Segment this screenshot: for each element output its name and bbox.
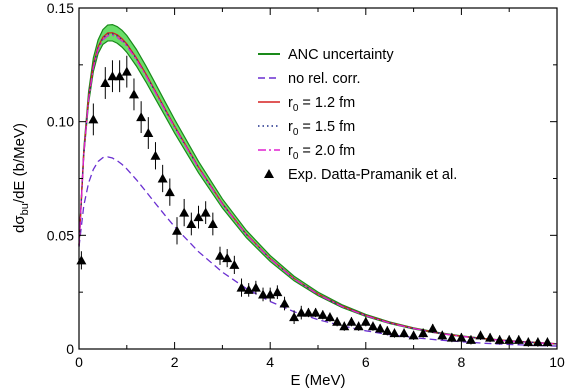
data-point	[243, 284, 254, 294]
ticks-layer	[78, 7, 558, 350]
data-point	[215, 250, 226, 260]
data-point	[427, 323, 438, 333]
data-point	[353, 321, 364, 331]
legend-label-main: r	[288, 119, 293, 135]
data-point	[475, 330, 486, 340]
data-point	[485, 332, 496, 342]
data-point	[128, 89, 139, 99]
legend-label-main: r	[288, 143, 293, 159]
data-point	[100, 78, 111, 88]
data-point	[200, 207, 211, 217]
data-point	[150, 150, 161, 160]
data-point	[157, 173, 168, 183]
y-tick-label: 0	[66, 341, 74, 357]
x-axis-title: E (MeV)	[290, 372, 345, 389]
x-tick-label: 4	[266, 354, 274, 370]
data-point	[250, 282, 261, 292]
data-point	[136, 112, 147, 122]
data-point	[324, 312, 335, 322]
y-axis-title-suffix: /dE (b/MeV)	[11, 123, 28, 203]
x-tick-label: 6	[362, 354, 370, 370]
data-point	[76, 255, 87, 265]
data-point	[542, 337, 553, 347]
data-point	[346, 316, 357, 326]
legend-label-sub: 0	[293, 151, 299, 162]
y-axis-title: dσbu/dE (b/MeV)	[11, 123, 31, 233]
legend-label-main: r	[288, 95, 293, 111]
data-point	[418, 328, 429, 338]
legend-label-no-rel-corr: no rel. corr.	[288, 71, 361, 87]
y-axis-title-sub: bu	[19, 203, 31, 215]
data-point	[229, 259, 240, 269]
legend-label-sub: 0	[293, 127, 299, 138]
legend-label-r0-1-5-fm: r0 = 1.5 fm	[288, 119, 355, 138]
data-point	[88, 114, 99, 124]
x-tick-label: 2	[171, 354, 179, 370]
data-point	[513, 334, 524, 344]
legend-label-anc-uncertainty: ANC uncertainty	[288, 47, 394, 63]
data-point	[289, 312, 300, 322]
data-point	[408, 330, 419, 340]
data-point	[258, 289, 269, 299]
data-point	[265, 289, 276, 299]
data-point	[375, 323, 386, 333]
data-point	[222, 253, 233, 263]
legend-marker-exp-datta-pramanik-et-al	[264, 169, 274, 178]
points-layer	[76, 55, 553, 347]
data-point	[279, 298, 290, 308]
series-line-no-rel-corr	[78, 156, 558, 347]
data-point	[186, 218, 197, 228]
data-point	[179, 207, 190, 217]
legend-label-r0-2-0-fm: r0 = 2.0 fm	[288, 143, 355, 162]
data-point	[171, 225, 182, 235]
data-point	[339, 321, 350, 331]
data-point	[465, 334, 476, 344]
data-point	[382, 325, 393, 335]
y-tick-label: 0.15	[47, 0, 74, 16]
data-point	[532, 337, 543, 347]
data-point	[437, 330, 448, 340]
data-point	[504, 334, 515, 344]
data-point	[332, 316, 343, 326]
data-point	[399, 328, 410, 338]
x-tick-label: 0	[75, 354, 83, 370]
data-point	[114, 71, 125, 81]
tick-labels-layer: 0 2 4 6 8 10 0 0.05 0.10 0.15	[47, 0, 565, 370]
data-point	[107, 71, 118, 81]
legend-label-rest: = 2.0 fm	[298, 143, 355, 159]
legend-label-exp-datta-pramanik-et-al: Exp. Datta-Pramanik et al.	[288, 167, 457, 183]
legend-label-rest: = 1.5 fm	[298, 119, 355, 135]
y-axis-title-prefix: dσ	[11, 215, 28, 233]
data-point	[446, 332, 457, 342]
data-point	[317, 309, 328, 319]
data-point	[303, 307, 314, 317]
legend-label-sub: 0	[293, 103, 299, 114]
data-point	[272, 287, 283, 297]
data-point	[367, 321, 378, 331]
data-point	[121, 66, 132, 76]
data-point	[143, 128, 154, 138]
data-point	[236, 282, 247, 292]
data-point	[360, 316, 371, 326]
y-tick-label: 0.05	[47, 227, 74, 243]
data-point	[310, 307, 321, 317]
legend-label-r0-1-2-fm: r0 = 1.2 fm	[288, 95, 355, 114]
data-point	[389, 328, 400, 338]
data-point	[296, 307, 307, 317]
data-point	[456, 332, 467, 342]
x-tick-label: 8	[458, 354, 466, 370]
x-tick-label: 10	[549, 354, 565, 370]
data-point	[494, 334, 505, 344]
data-point	[164, 187, 175, 197]
data-point	[207, 218, 218, 228]
y-tick-label: 0.10	[47, 114, 74, 130]
legend-label-rest: = 1.2 fm	[298, 95, 355, 111]
data-point	[193, 212, 204, 222]
data-point	[523, 337, 534, 347]
